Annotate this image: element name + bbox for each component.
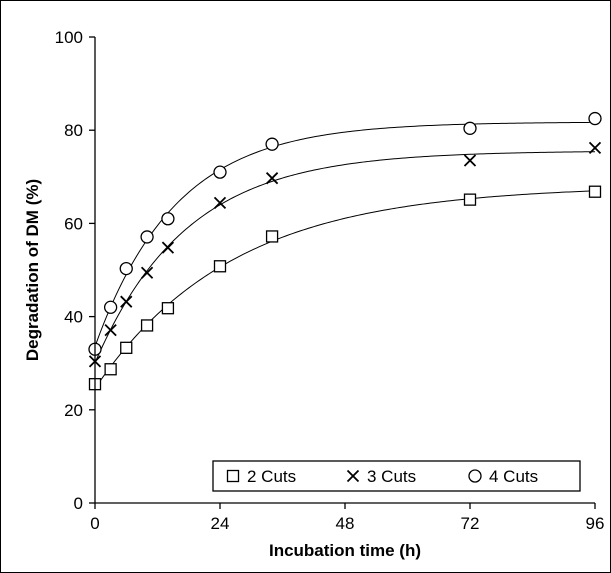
data-point-circle bbox=[161, 212, 175, 226]
legend: 2 Cuts 3 Cuts 4 Cuts bbox=[212, 460, 581, 492]
data-point-square bbox=[588, 185, 602, 198]
data-point-x bbox=[104, 323, 117, 337]
tick-labels: 0 20 40 60 80 100 0 24 48 72 96 bbox=[55, 28, 605, 533]
y-tick-label: 100 bbox=[55, 28, 83, 47]
data-point-square bbox=[120, 341, 133, 354]
data-point-circle bbox=[265, 137, 279, 151]
x-tick-label: 24 bbox=[211, 514, 230, 533]
data-point-x bbox=[265, 172, 279, 185]
x-tick-label: 96 bbox=[586, 514, 605, 533]
legend-marker-circle bbox=[468, 469, 482, 483]
data-point-square bbox=[104, 363, 117, 376]
x-tick-label: 72 bbox=[461, 514, 480, 533]
y-axis-title: Degradation of DM (%) bbox=[23, 179, 42, 361]
data-point-square bbox=[213, 260, 227, 273]
data-point-circle bbox=[588, 111, 602, 126]
data-point-x bbox=[463, 154, 477, 167]
data-point-x bbox=[161, 241, 175, 254]
legend-label: 2 Cuts bbox=[247, 467, 296, 486]
data-point-square bbox=[161, 302, 175, 315]
data-point-circle bbox=[103, 300, 118, 314]
fitted-curve-square bbox=[94, 190, 596, 389]
x-axis-title: Incubation time (h) bbox=[269, 541, 421, 560]
fitted-curve-circle bbox=[94, 121, 596, 347]
data-point-x bbox=[213, 196, 227, 210]
data-markers bbox=[88, 111, 602, 391]
data-point-x bbox=[140, 266, 154, 279]
data-point-x bbox=[588, 141, 602, 155]
y-tick-label: 60 bbox=[64, 214, 83, 233]
fitted-curves bbox=[94, 121, 596, 389]
x-tick-label: 0 bbox=[90, 514, 99, 533]
data-point-x bbox=[120, 295, 133, 308]
y-tick-label: 0 bbox=[74, 494, 83, 513]
legend-marker-square bbox=[226, 469, 240, 483]
data-point-circle bbox=[119, 261, 133, 276]
legend-label: 4 Cuts bbox=[489, 467, 538, 486]
x-tick-label: 48 bbox=[336, 514, 355, 533]
y-tick-label: 20 bbox=[64, 401, 83, 420]
legend-box bbox=[212, 460, 581, 492]
y-tick-label: 80 bbox=[64, 121, 83, 140]
data-point-circle bbox=[463, 121, 477, 135]
axes bbox=[89, 36, 596, 509]
data-point-circle bbox=[140, 230, 154, 244]
data-point-circle bbox=[213, 165, 227, 179]
legend-marker-x bbox=[346, 469, 360, 483]
data-point-square bbox=[265, 230, 279, 243]
data-point-square bbox=[463, 193, 477, 206]
fitted-curve-x bbox=[94, 151, 596, 364]
y-tick-label: 40 bbox=[64, 308, 83, 327]
data-point-square bbox=[140, 319, 154, 332]
legend-label: 3 Cuts bbox=[367, 467, 416, 486]
